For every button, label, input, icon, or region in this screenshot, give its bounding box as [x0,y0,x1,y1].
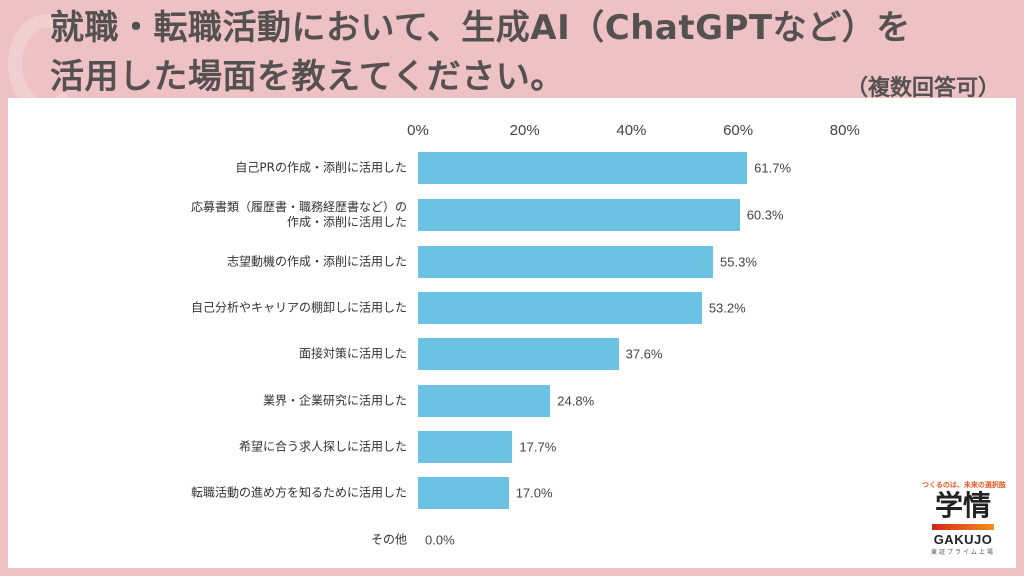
bar [418,246,714,278]
bar-value-label: 17.0% [515,485,553,501]
bar [418,199,740,231]
category-label: 応募書類（履歴書・職務経歴書など）の 作成・添削に活用した [190,200,407,229]
title-line-1: 就職・転職活動において、生成AI（ChatGPTなど）を [50,8,911,48]
category-label: 志望動機の作成・添削に活用した [226,254,407,269]
bar [418,292,702,324]
axis-tick: 60% [723,122,754,139]
logo-gradient-bar [932,524,994,530]
bar-value-label: 24.8% [557,393,595,409]
page-title: 就職・転職活動において、生成AI（ChatGPTなど）を 活用した場面を教えてく… [50,4,1010,102]
bar [418,431,513,463]
bar [418,338,619,370]
logo-tagline: つくるのは、未来の選択肢 [922,481,1006,489]
axis-tick: 40% [616,122,647,139]
bar-value-label: 37.6% [625,346,663,362]
category-label: 面接対策に活用した [298,346,407,361]
title-line-2: 活用した場面を教えてください。 [50,57,565,97]
category-label: 自己分析やキャリアの棚卸しに活用した [190,300,407,315]
logo-english: GAKUJO [933,532,993,547]
bar [418,477,509,509]
category-label: 転職活動の進め方を知るために活用した [190,485,407,500]
bar-value-label: 0.0% [425,532,455,548]
bar [418,385,551,417]
axis-tick: 0% [407,122,429,139]
category-label: その他 [370,532,407,547]
logo-kanji: 学情 [934,489,991,522]
axis-tick: 20% [509,122,540,139]
multiple-answer-note: （複数回答可） [845,76,1000,101]
bar-value-label: 55.3% [720,254,757,270]
bar-value-label: 53.2% [708,300,746,316]
logo-footer: 東証プライム上場 [931,549,995,556]
category-label: 自己PRの作成・添削に活用した [235,160,407,175]
bar [418,152,748,184]
bar-value-label: 61.7% [754,160,792,176]
bar-value-label: 17.7% [519,439,557,455]
category-label: 希望に合う求人探しに活用した [238,439,407,454]
gakujo-logo: つくるのは、未来の選択肢 学情 GAKUJO 東証プライム上場 [922,480,1006,556]
category-label: 業界・企業研究に活用した [262,393,407,408]
axis-tick: 80% [829,122,860,139]
bar-value-label: 60.3% [746,207,784,223]
